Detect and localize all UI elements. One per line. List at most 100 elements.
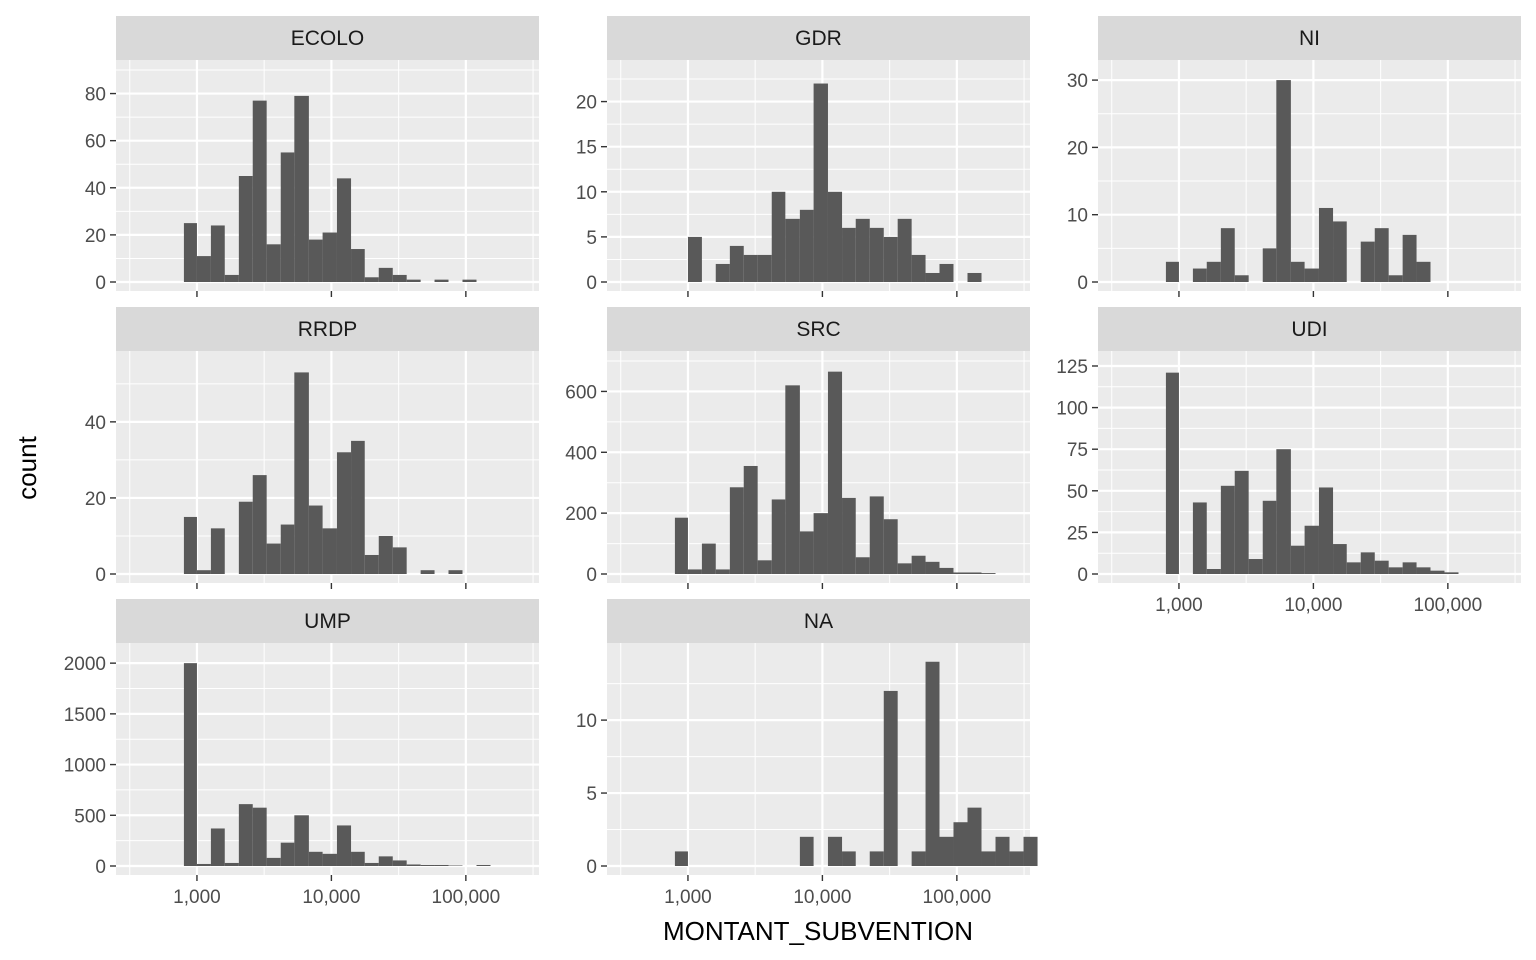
histogram-bar (1388, 567, 1403, 574)
histogram-bar (1206, 261, 1221, 282)
y-tick-label: 30 (1067, 71, 1088, 92)
histogram-bar (364, 862, 379, 866)
histogram-bar (771, 499, 786, 574)
histogram-bar (322, 528, 337, 574)
histogram-bar (252, 475, 267, 574)
histogram-bar (729, 487, 744, 574)
facet-label: RRDP (298, 318, 358, 341)
histogram-bar (1416, 261, 1431, 282)
histogram-bar (280, 524, 295, 574)
y-tick-label: 80 (85, 85, 106, 106)
histogram-bar (715, 263, 730, 282)
histogram-bar (280, 842, 295, 866)
y-tick-label: 75 (1067, 440, 1088, 461)
y-tick-label: 40 (85, 179, 106, 200)
histogram-bar (743, 465, 758, 574)
facet-strip (116, 599, 539, 643)
histogram-bar (336, 452, 352, 574)
y-tick-label: 0 (95, 273, 106, 294)
y-tick-label: 15 (576, 138, 597, 159)
histogram-bar (448, 865, 463, 866)
y-tick-label: 600 (565, 382, 597, 403)
y-tick-label: 25 (1067, 523, 1088, 544)
histogram-bar (294, 815, 309, 866)
facet-label: SRC (796, 318, 840, 341)
histogram-bar (1346, 562, 1361, 574)
histogram-bar (785, 218, 800, 282)
histogram-bar (1304, 268, 1319, 282)
histogram-bar (183, 223, 197, 282)
y-tick-label: 0 (1077, 565, 1088, 586)
histogram-bar (308, 239, 323, 282)
histogram-bar (953, 822, 968, 866)
histogram-bar (883, 236, 898, 282)
histogram-bar (799, 836, 814, 866)
panel-background (1098, 60, 1521, 291)
histogram-bar (897, 563, 912, 574)
histogram-bar (869, 496, 884, 574)
y-tick-label: 1500 (64, 705, 106, 726)
y-tick-label: 2000 (64, 654, 106, 675)
histogram-bar (925, 272, 940, 282)
y-tick-label: 500 (74, 806, 106, 827)
histogram-bar (813, 83, 828, 282)
histogram-bar (939, 567, 954, 574)
y-tick-label: 10 (576, 711, 597, 732)
histogram-bar (1220, 228, 1235, 282)
histogram-bar (1416, 567, 1431, 574)
histogram-bar (238, 176, 253, 282)
facet-strip (1098, 307, 1521, 351)
panel-ni: NI 0 10 20 30 (1067, 16, 1521, 297)
histogram-bar (729, 245, 744, 282)
x-tick-label: 1,000 (1155, 595, 1203, 616)
histogram-bar (196, 256, 211, 282)
histogram-bar (196, 570, 211, 574)
histogram-bar (1206, 569, 1221, 574)
histogram-bar (1318, 487, 1334, 574)
histogram-bar (1388, 275, 1403, 282)
histogram-bar (785, 385, 800, 574)
histogram-bar (967, 572, 982, 574)
facet-strip (116, 16, 539, 60)
histogram-bar (210, 828, 225, 866)
histogram-bar (842, 227, 856, 282)
histogram-bar (687, 569, 702, 574)
histogram-bar (308, 851, 323, 866)
histogram-bar (813, 513, 828, 574)
histogram-bar (392, 274, 407, 282)
histogram-bar (351, 440, 365, 574)
histogram-bar (1276, 449, 1291, 574)
histogram-bar (842, 497, 856, 574)
histogram-bar (743, 254, 758, 282)
histogram-bar (420, 864, 435, 866)
panel-ump: UMP 0 500 1000 1500 2000 1,000 10,000 100,000 (64, 599, 539, 908)
histogram-bar (674, 851, 688, 866)
histogram-bar (953, 572, 968, 574)
histogram-bar (378, 267, 393, 282)
facet-strip (607, 599, 1030, 643)
histogram-bar (869, 227, 884, 282)
histogram-bar (1333, 544, 1347, 574)
histogram-bar (183, 663, 197, 866)
histogram-bar (757, 560, 772, 574)
histogram-bar (462, 279, 477, 282)
histogram-bar (995, 836, 1010, 866)
histogram-bar (1023, 836, 1038, 866)
histogram-bar (406, 864, 421, 866)
histogram-bar (392, 860, 407, 866)
histogram-bar (1402, 234, 1417, 282)
histogram-bar (1192, 502, 1207, 574)
y-tick-label: 1000 (64, 756, 106, 777)
histogram-bar (322, 853, 337, 866)
histogram-bar (238, 501, 253, 574)
y-tick-label: 0 (586, 565, 597, 586)
histogram-bar (799, 531, 814, 574)
y-tick-label: 20 (85, 489, 106, 510)
histogram-bar (701, 543, 716, 574)
histogram-bar (842, 851, 856, 866)
histogram-bar (364, 554, 379, 574)
histogram-bar (1220, 485, 1235, 574)
histogram-bar (238, 804, 253, 866)
y-axis-title: count (12, 435, 42, 499)
histogram-bar (266, 857, 281, 866)
